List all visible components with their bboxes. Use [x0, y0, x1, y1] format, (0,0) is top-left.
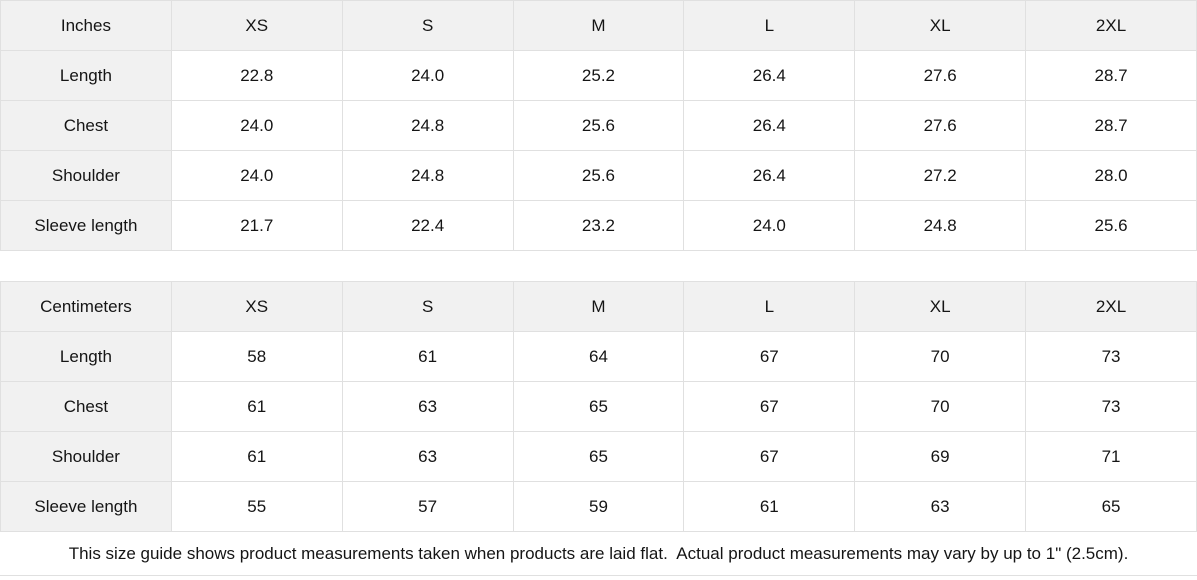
centimeters-size-table: Centimeters XS S M L XL 2XL Length 58 61 64 67 70 73 C… [0, 281, 1197, 532]
measurement-value-cell: 57 [341, 481, 514, 532]
measurement-value-cell: 61 [170, 381, 343, 432]
measurement-value-cell: 22.8 [170, 50, 343, 101]
measurement-value-cell: 24.8 [341, 100, 514, 151]
measurement-value-cell: 69 [854, 431, 1027, 482]
measurement-value-cell: 28.7 [1025, 50, 1197, 101]
measurement-row: Sleeve length 55 57 59 61 63 65 [0, 481, 1197, 532]
measurement-value-cell: 63 [341, 431, 514, 482]
measurement-value-cell: 25.6 [512, 150, 685, 201]
measurement-row: Chest 24.0 24.8 25.6 26.4 27.6 28.7 [0, 100, 1197, 151]
measurement-value-cell: 61 [170, 431, 343, 482]
measurement-label: Chest [0, 381, 172, 432]
size-column-header: XL [854, 0, 1027, 51]
measurement-row: Length 22.8 24.0 25.2 26.4 27.6 28.7 [0, 50, 1197, 101]
size-header-row: Centimeters XS S M L XL 2XL [0, 281, 1197, 332]
measurement-value-cell: 25.6 [1025, 200, 1197, 251]
measurement-value-cell: 55 [170, 481, 343, 532]
measurement-label: Sleeve length [0, 481, 172, 532]
measurement-value-cell: 64 [512, 331, 685, 382]
measurement-value-cell: 67 [683, 331, 856, 382]
measurement-value-cell: 24.8 [854, 200, 1027, 251]
measurement-value-cell: 65 [512, 431, 685, 482]
measurement-row: Length 58 61 64 67 70 73 [0, 331, 1197, 382]
measurement-value-cell: 24.0 [170, 150, 343, 201]
measurement-value-cell: 26.4 [683, 150, 856, 201]
measurement-value-cell: 25.6 [512, 100, 685, 151]
measurement-value-cell: 21.7 [170, 200, 343, 251]
measurement-value-cell: 27.2 [854, 150, 1027, 201]
measurement-value-cell: 70 [854, 331, 1027, 382]
measurement-value-cell: 67 [683, 431, 856, 482]
measurement-value-cell: 24.0 [341, 50, 514, 101]
unit-label-cell: Centimeters [0, 281, 172, 332]
measurement-value-cell: 22.4 [341, 200, 514, 251]
measurement-value-cell: 23.2 [512, 200, 685, 251]
size-column-header: L [683, 281, 856, 332]
measurement-value-cell: 71 [1025, 431, 1197, 482]
size-column-header: 2XL [1025, 0, 1197, 51]
measurement-value-cell: 24.8 [341, 150, 514, 201]
measurement-value-cell: 65 [512, 381, 685, 432]
size-column-header: 2XL [1025, 281, 1197, 332]
measurement-value-cell: 28.0 [1025, 150, 1197, 201]
measurement-label: Shoulder [0, 150, 172, 201]
size-column-header: S [341, 0, 514, 51]
unit-label-cell: Inches [0, 0, 172, 51]
measurement-row: Shoulder 61 63 65 67 69 71 [0, 431, 1197, 482]
measurement-value-cell: 73 [1025, 381, 1197, 432]
measurement-value-cell: 70 [854, 381, 1027, 432]
measurement-label: Shoulder [0, 431, 172, 482]
measurement-value-cell: 27.6 [854, 100, 1027, 151]
measurement-value-cell: 26.4 [683, 100, 856, 151]
measurement-value-cell: 67 [683, 381, 856, 432]
size-column-header: M [512, 281, 685, 332]
size-column-header: XS [170, 281, 343, 332]
measurement-label: Chest [0, 100, 172, 151]
measurement-value-cell: 61 [341, 331, 514, 382]
measurement-value-cell: 63 [854, 481, 1027, 532]
measurement-value-cell: 26.4 [683, 50, 856, 101]
measurement-value-cell: 28.7 [1025, 100, 1197, 151]
size-column-header: M [512, 0, 685, 51]
size-column-header: S [341, 281, 514, 332]
measurement-value-cell: 73 [1025, 331, 1197, 382]
measurement-label: Length [0, 50, 172, 101]
measurement-value-cell: 61 [683, 481, 856, 532]
size-column-header: XL [854, 281, 1027, 332]
measurement-label: Length [0, 331, 172, 382]
measurement-row: Chest 61 63 65 67 70 73 [0, 381, 1197, 432]
inches-size-table: Inches XS S M L XL 2XL Length 22.8 24.0 25.2 26.4 27… [0, 0, 1197, 251]
measurement-value-cell: 24.0 [683, 200, 856, 251]
measurement-value-cell: 65 [1025, 481, 1197, 532]
measurement-value-cell: 24.0 [170, 100, 343, 151]
measurement-value-cell: 59 [512, 481, 685, 532]
size-column-header: XS [170, 0, 343, 51]
measurement-label: Sleeve length [0, 200, 172, 251]
size-guide-note: This size guide shows product measuremen… [0, 532, 1197, 576]
size-header-row: Inches XS S M L XL 2XL [0, 0, 1197, 51]
size-column-header: L [683, 0, 856, 51]
measurement-value-cell: 58 [170, 331, 343, 382]
measurement-value-cell: 27.6 [854, 50, 1027, 101]
measurement-row: Sleeve length 21.7 22.4 23.2 24.0 24.8 25.6 [0, 200, 1197, 251]
measurement-value-cell: 25.2 [512, 50, 685, 101]
measurement-value-cell: 63 [341, 381, 514, 432]
measurement-row: Shoulder 24.0 24.8 25.6 26.4 27.2 28.0 [0, 150, 1197, 201]
table-gap [0, 251, 1197, 281]
